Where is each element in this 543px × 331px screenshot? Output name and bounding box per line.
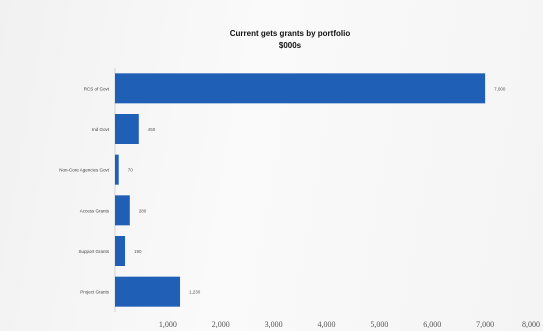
bar-5 xyxy=(115,276,181,307)
bar-4 xyxy=(115,236,126,266)
bar-0 xyxy=(115,73,486,104)
category-label-1: Ind Govt xyxy=(92,127,110,132)
x-tick-label-3: 4,000 xyxy=(318,320,336,329)
bar-3 xyxy=(115,195,130,226)
chart-subtitle: $000s xyxy=(279,41,302,50)
x-tick-label-4: 5,000 xyxy=(370,320,388,329)
value-label-4: 190 xyxy=(134,249,142,254)
category-label-3: Access Grants xyxy=(80,208,110,213)
value-label-5: 1,230 xyxy=(189,290,201,295)
category-label-5: Project Grants xyxy=(80,290,110,295)
bar-1 xyxy=(115,114,139,144)
x-tick-label-1: 2,000 xyxy=(212,320,230,329)
x-tick-label-0: 1,000 xyxy=(159,320,177,329)
value-label-1: 450 xyxy=(148,127,156,132)
category-label-4: Support Grants xyxy=(78,249,109,254)
bar-2 xyxy=(115,154,119,185)
x-tick-label-6: 7,000 xyxy=(476,320,494,329)
chart-title: Current gets grants by portfolio xyxy=(230,29,351,38)
x-tick-label-5: 6,000 xyxy=(423,320,441,329)
x-tick-label-2: 3,000 xyxy=(265,320,283,329)
value-label-3: 280 xyxy=(139,208,147,213)
value-label-2: 70 xyxy=(128,168,134,173)
value-label-0: 7,000 xyxy=(494,86,506,91)
x-tick-label-7: 8,000 xyxy=(522,320,540,329)
category-label-0: RCS of Govt xyxy=(84,86,110,91)
category-label-2: Non-Core Agencies Govt xyxy=(59,168,110,173)
